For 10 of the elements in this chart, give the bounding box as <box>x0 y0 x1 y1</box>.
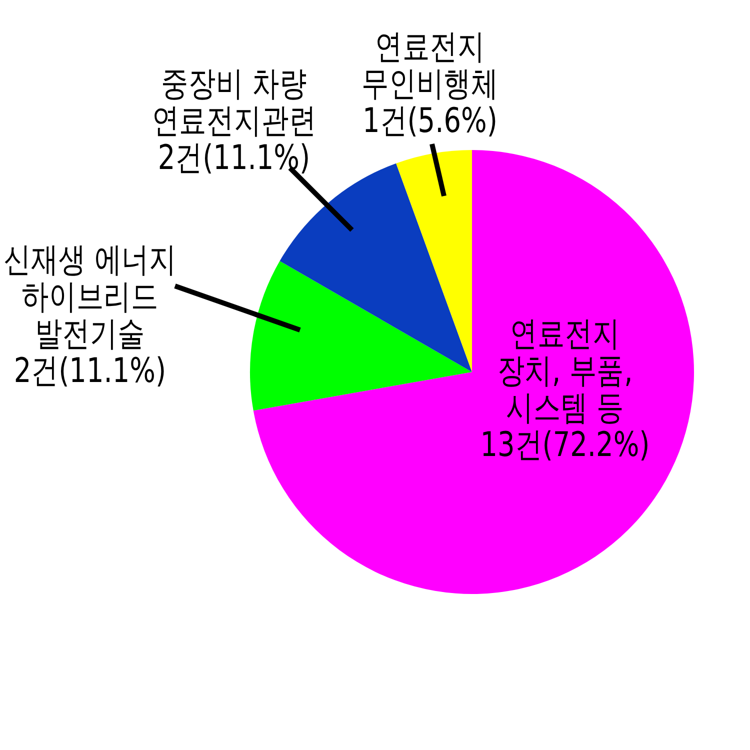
pie-slice <box>396 150 472 372</box>
slice-label: 연료전지 무인비행체 <box>362 27 498 104</box>
data-label: 13건(72.2%) <box>480 425 650 465</box>
data-label: 1건(5.6%) <box>362 101 498 141</box>
slice-label: 연료전지 장치, 부품, 시스템 등 <box>497 314 633 428</box>
data-label: 2건(11.1%) <box>14 351 166 391</box>
pie-slice <box>250 261 472 411</box>
slice-label: 중장비 차량 연료전지관련 <box>152 64 316 141</box>
data-label: 2건(11.1%) <box>158 138 310 178</box>
slice-label: 신재생 에너지 하이브리드 발전기술 <box>4 240 176 354</box>
